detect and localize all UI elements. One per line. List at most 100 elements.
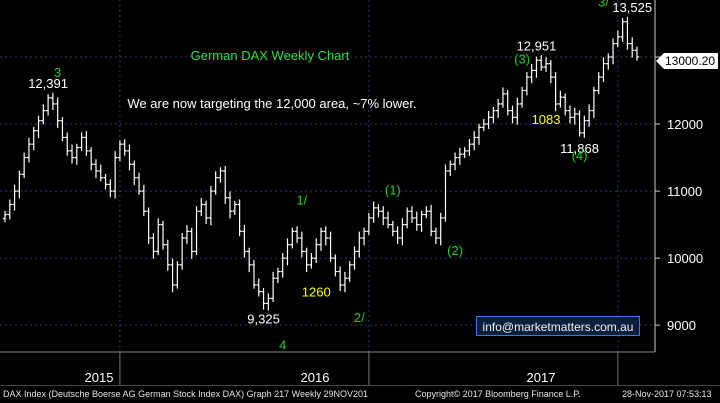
price-bar (98, 164, 103, 182)
wave-label: 3/ (598, 0, 609, 10)
wave-label: 1083 (532, 112, 561, 127)
price-bar (218, 167, 223, 183)
price-bar (84, 131, 89, 156)
price-bar (26, 137, 32, 163)
price-bar (318, 227, 324, 251)
price-bar (170, 258, 175, 293)
price-bar (342, 271, 348, 293)
price-bar (467, 139, 472, 156)
price-bar (103, 173, 108, 190)
price-bar (433, 227, 439, 245)
price-bar (390, 220, 396, 237)
price-bars (2, 16, 640, 311)
price-bar (227, 191, 233, 219)
price-bar (266, 293, 271, 311)
price-bar (395, 226, 400, 245)
price-bar (69, 144, 75, 164)
price-bar (251, 259, 257, 289)
price-bar (428, 204, 434, 237)
price-bar (45, 94, 51, 116)
price-bar (381, 206, 386, 226)
wave-label: 1260 (302, 284, 331, 299)
price-bar (294, 226, 300, 243)
chart-subtitle: We are now targeting the 12,000 area, ~7… (127, 96, 416, 111)
price-bar (543, 57, 549, 72)
price-bar (596, 72, 601, 95)
price-bar (314, 238, 319, 264)
price-bar (213, 171, 218, 195)
wave-label: 3 (54, 65, 61, 80)
price-bar (486, 110, 491, 129)
price-bar (290, 227, 295, 249)
price-bar (175, 261, 180, 289)
price-bar (270, 271, 276, 303)
price-bar (93, 159, 99, 179)
price-bar (438, 212, 443, 246)
price-bar (112, 151, 118, 199)
price-bar (491, 106, 496, 124)
wave-label: 1/ (296, 192, 307, 207)
price-bar (275, 267, 281, 284)
footer-timestamp: 28-Nov-2017 07:53:13 (622, 389, 712, 399)
price-bar (562, 93, 568, 116)
price-bar (242, 224, 247, 258)
price-bar (582, 115, 587, 138)
price-bar (117, 140, 123, 162)
price-bar (199, 198, 204, 217)
x-tick-label: 2017 (527, 370, 556, 385)
price-bar (127, 144, 132, 171)
price-bar (553, 72, 558, 112)
price-bar (141, 184, 147, 217)
price-bar (261, 287, 266, 310)
price-bar (79, 132, 84, 152)
price-label: 13,525 (612, 0, 652, 15)
chart-title: German DAX Weekly Chart (191, 48, 350, 63)
price-bar (539, 55, 544, 71)
price-bar (524, 72, 530, 96)
price-bar (625, 16, 630, 50)
price-bar (400, 218, 405, 246)
price-bar (558, 90, 563, 108)
price-bar (36, 115, 41, 139)
price-bar (476, 123, 482, 145)
wave-label: (2) (447, 243, 463, 258)
email-label: info@marketmatters.com.au (476, 316, 640, 336)
y-tick-label: 11000 (667, 184, 702, 199)
price-bar (443, 164, 448, 222)
price-bar (65, 132, 70, 156)
footer-bar: DAX Index (Deutsche Boerse AG German Sto… (0, 385, 720, 403)
price-bar (414, 211, 419, 231)
price-bar (280, 253, 285, 278)
price-bar (194, 206, 199, 256)
wave-label: (3) (514, 52, 530, 67)
price-bar (548, 60, 554, 84)
current-value-tag-shape (656, 53, 718, 69)
price-bar (60, 116, 65, 142)
price-bar (534, 56, 539, 78)
price-bar (371, 201, 376, 223)
price-bar (630, 37, 635, 58)
price-bar (515, 97, 520, 125)
price-bar (448, 160, 453, 176)
price-bar (256, 278, 261, 297)
price-bar (179, 232, 185, 270)
price-bar (156, 218, 161, 256)
price-bar (577, 110, 582, 137)
footer-source: DAX Index (Deutsche Boerse AG German Sto… (3, 389, 369, 399)
price-bar (352, 246, 357, 270)
price-bar (55, 97, 60, 128)
y-tick-label: 9000 (667, 318, 696, 333)
wave-label: 4 (279, 337, 286, 352)
price-bar (151, 232, 156, 259)
x-tick-label: 2016 (301, 370, 330, 385)
price-bar (299, 231, 305, 258)
price-bar (404, 207, 410, 229)
price-bar (634, 46, 640, 61)
price-bar (572, 107, 577, 125)
price-bar (452, 152, 458, 171)
price-bar (601, 57, 606, 82)
price-bar (17, 170, 22, 199)
price-bar (337, 266, 343, 292)
price-bar (323, 226, 328, 246)
